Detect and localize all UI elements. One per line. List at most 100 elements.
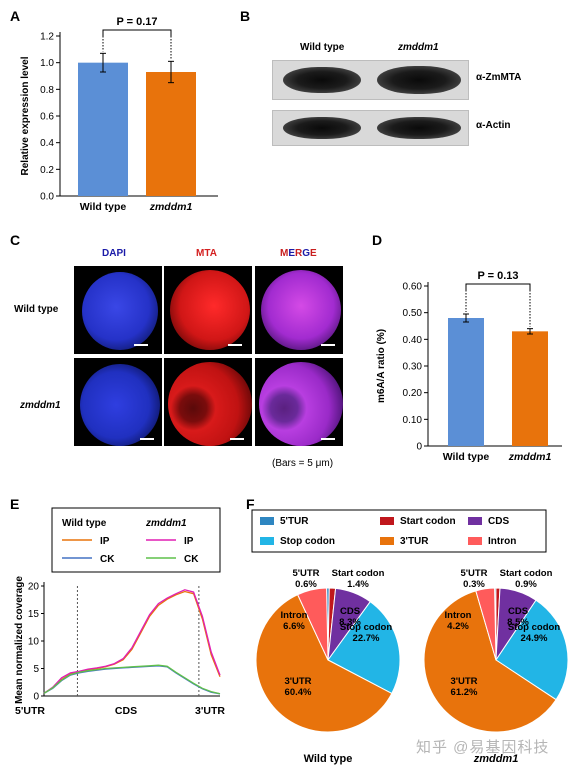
slice-name-label: 5'UTR xyxy=(292,568,319,579)
image-dapi-zmddm1 xyxy=(74,358,162,446)
y-tick-label: 20 xyxy=(28,582,40,593)
series-line-3 xyxy=(43,665,221,695)
image-mta-zmddm1 xyxy=(164,358,252,446)
x-label-3utr: 3'UTR xyxy=(195,705,225,717)
bar-2 xyxy=(512,331,548,446)
pie-slice-4 xyxy=(495,599,569,701)
x-tick-label: Wild type xyxy=(443,451,490,463)
pie-slice-6 xyxy=(475,587,497,661)
series-line-2 xyxy=(43,589,221,694)
pie-slice-4 xyxy=(327,601,401,695)
image-mta-wildtype xyxy=(164,266,252,354)
legend-label: IP xyxy=(184,536,194,547)
x-tick-label: zmddm1 xyxy=(508,451,552,463)
header-merge: MERGE xyxy=(280,248,317,259)
blot-col-wildtype: Wild type xyxy=(300,42,345,53)
bar-chart-d: 0 0.10 0.20 0.30 0.40 0.50 0.60 m6A/A ratio (%)… xyxy=(376,270,562,463)
pie-title: Wild type xyxy=(304,753,353,765)
row-label-wildtype: Wild type xyxy=(14,304,59,315)
slice-value-label: 0.9% xyxy=(515,579,537,590)
x-label-5utr: 5'UTR xyxy=(15,705,45,717)
y-tick-label: 0.60 xyxy=(403,282,423,293)
x-label-cds: CDS xyxy=(115,705,137,717)
series-line-4 xyxy=(43,664,221,695)
slice-value-label: 0.3% xyxy=(463,579,485,590)
series-line-1 xyxy=(43,590,221,694)
legend-swatch xyxy=(468,537,482,545)
slice-name-label: Start codon xyxy=(332,568,385,579)
legend-swatch xyxy=(260,517,274,525)
slice-name-label: 3'UTR xyxy=(450,676,477,687)
y-tick-label: 0.8 xyxy=(40,85,54,96)
slice-value-label: 22.7% xyxy=(353,633,380,644)
legend-swatch xyxy=(380,537,394,545)
scale-note: (Bars = 5 μm) xyxy=(272,458,334,469)
legend-label: CK xyxy=(100,554,115,565)
y-tick-label: 0.20 xyxy=(403,388,423,399)
bar-2 xyxy=(146,72,196,196)
slice-value-label: 61.2% xyxy=(451,687,478,698)
slice-name-label: CDS xyxy=(340,606,360,617)
slice-value-label: 4.2% xyxy=(447,621,469,632)
significance-bracket xyxy=(102,29,172,36)
y-axis-label: m6A/A ratio (%) xyxy=(376,329,387,403)
pie-slice-5 xyxy=(255,594,393,733)
legend-swatch xyxy=(468,517,482,525)
panel-label-a: A xyxy=(10,8,21,24)
x-tick-label: zmddm1 xyxy=(149,201,193,213)
legend-label: IP xyxy=(100,536,110,547)
bar-1 xyxy=(78,62,128,196)
slice-name-label: 3'UTR xyxy=(284,676,311,687)
slice-value-label: 0.6% xyxy=(295,579,317,590)
y-tick-label: 15 xyxy=(28,609,40,620)
legend-label: 3'TUR xyxy=(400,536,429,547)
slice-name-label: Stop codon xyxy=(340,622,392,633)
y-tick-label: 0 xyxy=(33,692,39,703)
slice-name-label: Intron xyxy=(281,610,308,621)
slice-name-label: Intron xyxy=(445,610,472,621)
y-tick-label: 0.6 xyxy=(40,112,54,123)
panel-label-d: D xyxy=(372,232,383,248)
legend-label: Stop codon xyxy=(280,536,335,547)
pie-title: zmddm1 xyxy=(473,753,519,765)
blot-strip-actin xyxy=(272,110,469,146)
slice-name-label: CDS xyxy=(508,606,528,617)
watermark: 知乎 @易基因科技 xyxy=(416,739,550,756)
y-axis-label: Mean normalized coverage xyxy=(14,576,25,704)
microscopy-grid: DAPI MTA MERGE Wild type zmddm1 (Bars = … xyxy=(0,0,360,480)
header-dapi: DAPI xyxy=(102,248,126,259)
legend-box xyxy=(51,507,221,573)
blot-strip-zmmta xyxy=(272,60,469,100)
y-axis-label: Relative expression level xyxy=(20,56,31,175)
y-tick-label: 5 xyxy=(33,664,39,675)
legend-box xyxy=(251,509,547,553)
legend-group-zmddm1: zmddm1 xyxy=(145,518,187,529)
y-tick-label: 0.2 xyxy=(40,165,54,176)
slice-name-label: Stop codon xyxy=(508,622,560,633)
legend-label: CK xyxy=(184,554,199,565)
legend-label: Start codon xyxy=(400,516,456,527)
slice-value-label: 60.4% xyxy=(285,687,312,698)
panel-label-e: E xyxy=(10,496,20,512)
y-tick-label: 0.10 xyxy=(403,415,423,426)
slice-value-label: 1.4% xyxy=(347,579,369,590)
y-tick-label: 1.2 xyxy=(40,32,54,43)
row-label-zmddm1: zmddm1 xyxy=(20,400,61,411)
y-tick-label: 0.30 xyxy=(403,362,423,373)
panel-label-c: C xyxy=(10,232,21,248)
pie-slice-6 xyxy=(297,587,329,661)
y-tick-label: 10 xyxy=(28,637,40,648)
legend-swatch xyxy=(260,537,274,545)
legend-group-wildtype: Wild type xyxy=(62,518,107,529)
y-tick-label: 0.40 xyxy=(403,335,423,346)
slice-value-label: 8.3% xyxy=(339,617,361,628)
y-tick-label: 1.0 xyxy=(40,58,54,69)
p-value: P = 0.13 xyxy=(477,270,518,282)
p-value: P = 0.17 xyxy=(116,16,157,28)
western-blot: Wild type zmddm1 α-ZmMTA α-Actin xyxy=(270,38,570,158)
legend-label: CDS xyxy=(488,516,509,527)
y-tick-label: 0.4 xyxy=(40,138,54,149)
legend-label: Intron xyxy=(488,536,516,547)
y-tick-label: 0 xyxy=(416,442,422,453)
